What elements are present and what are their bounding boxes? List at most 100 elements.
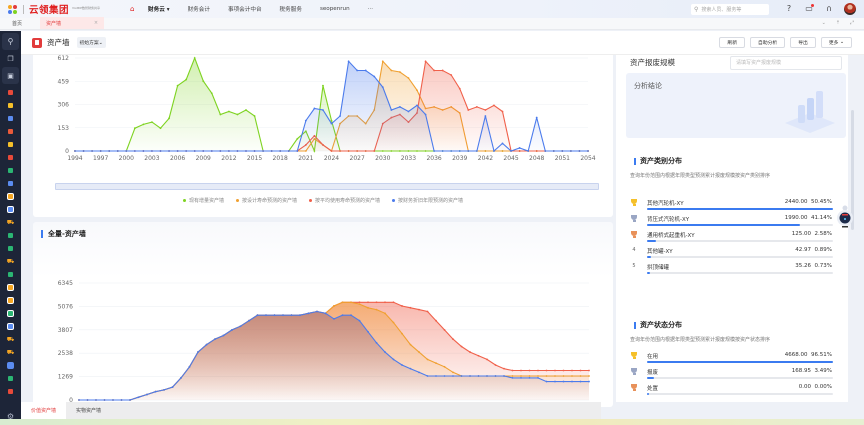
sidebar: ⚲ ❐ ▣ ⛟ ⛟ ⛟ ⛟ ⚙ xyxy=(0,31,21,425)
settings-icon[interactable]: ⚙ xyxy=(6,412,15,421)
assistant-robot-icon[interactable] xyxy=(835,205,855,229)
sidebar-app-9[interactable] xyxy=(3,190,18,203)
svg-text:153: 153 xyxy=(58,125,70,132)
progress-fill xyxy=(647,272,650,274)
tab-asset-wall[interactable]: 资产墙 × xyxy=(40,17,105,29)
global-search-input[interactable]: ⚲ 搜索人员、服务等 xyxy=(691,3,769,15)
rank-row: 在用 4668.00 96.51% xyxy=(630,351,833,366)
rank-value: 4668.00 96.51% xyxy=(785,352,832,358)
page-tabs: 首页 资产墙 × ⌄ ⇡ ⤢ xyxy=(0,17,864,30)
tab-home[interactable]: 首页 xyxy=(0,17,34,29)
sidebar-app-24[interactable] xyxy=(3,385,18,398)
trophy-icon xyxy=(630,198,638,207)
sidebar-app-13[interactable] xyxy=(3,242,18,255)
sidebar-app-21[interactable]: ⛟ xyxy=(3,346,18,359)
sidebar-app-17[interactable] xyxy=(3,294,18,307)
sidebar-app-7[interactable] xyxy=(3,164,18,177)
rank-name: 背压式汽轮机-XY xyxy=(647,217,690,223)
sidebar-app-12[interactable] xyxy=(3,229,18,242)
pin-icon[interactable]: ⇡ xyxy=(835,20,840,26)
sidebar-app-2[interactable] xyxy=(3,99,18,112)
svg-text:2018: 2018 xyxy=(273,155,288,162)
refresh-button[interactable]: 刷新 xyxy=(719,37,746,48)
trophy-icon xyxy=(630,214,638,223)
cart-icon: ⛟ xyxy=(6,348,15,356)
top-nav: ⌂ 财务云 ▾ 财务会计 事项会计中台 税务服务 seopenrun ··· xyxy=(130,5,391,13)
svg-text:2003: 2003 xyxy=(144,155,159,162)
headset-icon[interactable]: ∩ xyxy=(826,4,832,13)
sidebar-app-20[interactable]: ⛟ xyxy=(3,333,18,346)
value-percent: 2.58% xyxy=(814,231,832,237)
chevron-down-icon: ▾ xyxy=(166,7,170,13)
value-percent: 0.73% xyxy=(814,263,832,269)
help-icon[interactable]: ? xyxy=(786,4,792,13)
sidebar-app-16[interactable] xyxy=(3,281,18,294)
sidebar-app-22[interactable] xyxy=(3,359,18,372)
header-actions: 刷新 自助分析 导出 更多 ⌄ xyxy=(719,37,852,48)
scrollbar-thumb[interactable] xyxy=(851,110,854,230)
sidebar-app-23[interactable] xyxy=(3,372,18,385)
progress-fill xyxy=(647,240,657,242)
conclusion-label: 分析结论 xyxy=(634,82,662,90)
sidebar-item-docs[interactable]: ❐ xyxy=(3,52,18,65)
cart-icon: ⛟ xyxy=(6,335,15,343)
close-icon[interactable]: × xyxy=(93,20,99,26)
asset-wall-line-chart[interactable]: 0 153 306 459 612 1994 1997 2000 2003 2006 2009 201… xyxy=(33,55,613,195)
avatar[interactable] xyxy=(844,3,856,15)
sidebar-app-18[interactable] xyxy=(3,307,18,320)
legend-item-average-life[interactable]: 按平均使用寿命预测的资产墙 xyxy=(309,197,380,204)
top-right-tools: ⚲ 搜索人员、服务等 ? ▭ ∩ xyxy=(691,3,856,15)
legend-label: 按平均使用寿命预测的资产墙 xyxy=(315,198,381,204)
rank-row: 其他汽轮机-XY 2440.00 50.45% xyxy=(630,198,833,213)
progress-bar xyxy=(647,393,833,395)
export-button[interactable]: 导出 xyxy=(790,37,816,48)
nav-item-event-accounting[interactable]: 事项会计中台 xyxy=(227,7,262,13)
more-button[interactable]: 更多 ⌄ xyxy=(820,37,852,48)
legend-item-existing[interactable]: 现有增量资产墙 xyxy=(182,197,224,204)
tab-physical-asset-wall[interactable]: 实物资产墙 xyxy=(76,408,102,414)
legend-label: 按财务折旧年限预测的资产墙 xyxy=(398,198,464,204)
sidebar-search-icon[interactable]: ⚲ xyxy=(2,33,19,50)
app-icon xyxy=(8,129,13,134)
tab-dropdown-icon[interactable]: ⌄ xyxy=(821,20,826,26)
sidebar-app-5[interactable] xyxy=(3,138,18,151)
sidebar-app-19[interactable] xyxy=(3,320,18,333)
brand-name: 云领集团 xyxy=(29,5,70,16)
legend-item-design-life[interactable]: 按设计寿命预测的资产墙 xyxy=(235,197,297,204)
message-icon[interactable]: ▭ xyxy=(805,4,814,13)
sidebar-app-3[interactable] xyxy=(3,112,18,125)
chart-zoom-slider[interactable] xyxy=(55,183,599,190)
cart-icon: ⛟ xyxy=(6,218,15,226)
legend-dot-icon xyxy=(235,199,239,202)
scrap-scale-input[interactable]: 请填写资产报废规模 xyxy=(730,55,842,70)
self-analysis-button[interactable]: 自助分析 xyxy=(750,37,786,48)
brand-logo[interactable]: 云领集团 YonBIP数智财务共享 xyxy=(8,2,100,16)
rank-name: 在用 xyxy=(647,354,659,360)
app-icon xyxy=(7,323,14,330)
nav-item-finance-cloud[interactable]: 财务云 ▾ xyxy=(148,5,170,13)
sidebar-app-10[interactable] xyxy=(3,203,18,216)
svg-text:3807: 3807 xyxy=(58,327,73,334)
fullscreen-icon[interactable]: ⤢ xyxy=(849,20,854,26)
nav-item-financial-accounting[interactable]: 财务会计 xyxy=(187,7,210,13)
total-asset-wall-card: 全量-资产墙 0 1269 2538 3807 5076 6345 xyxy=(33,222,613,407)
nav-item-tax-service[interactable]: 税务服务 xyxy=(279,7,302,13)
category-distribution-desc: 查询年份范围内根据年限类型预测累计报废规模按资产类别排序 xyxy=(630,173,771,179)
legend-item-depreciation[interactable]: 按财务折旧年限预测的资产墙 xyxy=(392,197,463,204)
home-icon[interactable]: ⌂ xyxy=(130,4,135,13)
sidebar-item-monitor[interactable]: ▣ xyxy=(2,67,19,84)
sidebar-app-14[interactable]: ⛟ xyxy=(3,255,18,268)
tab-value-asset-wall[interactable]: 价值资产墙 xyxy=(21,402,67,419)
sidebar-app-4[interactable] xyxy=(3,125,18,138)
total-asset-wall-chart[interactable]: 0 1269 2538 3807 5076 6345 xyxy=(33,222,613,407)
sidebar-app-15[interactable] xyxy=(3,268,18,281)
nav-more-icon[interactable]: ··· xyxy=(367,6,373,12)
scheme-select[interactable]: 初始方案⌄ xyxy=(76,37,106,48)
sidebar-app-11[interactable]: ⛟ xyxy=(3,216,18,229)
sidebar-app-1[interactable] xyxy=(3,86,18,99)
sidebar-app-8[interactable] xyxy=(3,177,18,190)
section-title: 全量-资产墙 xyxy=(41,230,86,238)
nav-item-seopenrun[interactable]: seopenrun xyxy=(319,6,350,12)
right-panel-scrollbar[interactable] xyxy=(848,55,857,402)
sidebar-app-6[interactable] xyxy=(3,151,18,164)
